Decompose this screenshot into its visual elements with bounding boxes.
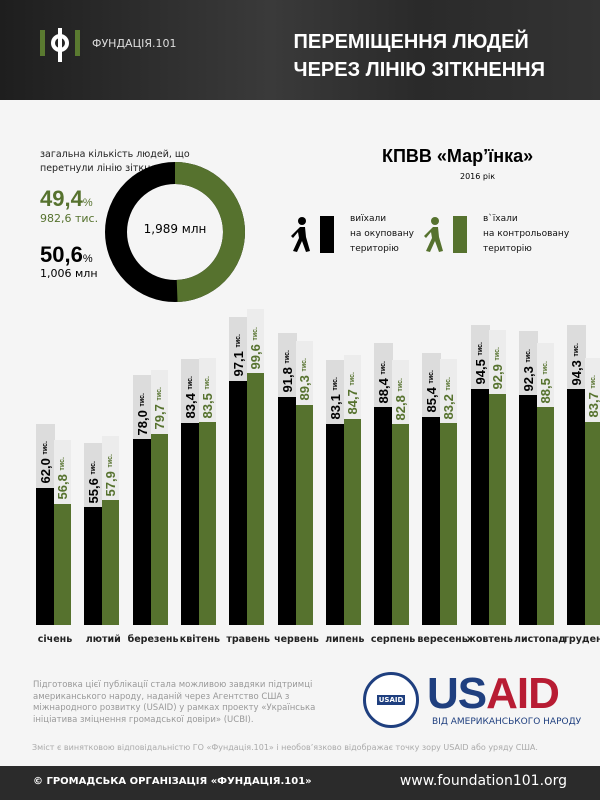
data-label: 85,4 тис. [422,352,442,417]
logo-bar-icon [75,30,80,56]
entered-percent: 49,4% [40,186,93,211]
donut-total: 1,989 млн [143,222,207,236]
month-label: квітень [179,634,221,645]
left-count: 1,006 млн [40,267,98,280]
bar-entered [247,373,265,625]
month-label: червень [274,634,319,645]
bar-left [567,389,587,625]
legend-entered: в`їхали на контрольовану територію [423,212,569,257]
walking-person-icon [424,216,443,252]
bar-left [84,507,104,625]
data-label: 94,3 тис. [567,325,587,390]
legend-label-entered: в`їхали на контрольовану територію [483,214,570,254]
data-label: 88,4 тис. [374,343,394,408]
foundation-logo[interactable]: ФУНДАЦІЯ.101 [40,28,177,62]
legend-left: виїхали на окуповану територію [290,212,414,257]
data-label: 83,1 тис. [325,359,345,424]
month-label: грудень [563,634,600,645]
bar-entered [488,393,506,625]
data-label: 82,8 тис. [392,360,410,425]
data-label: 79,7 тис. [150,369,168,434]
bar-left [519,395,538,625]
data-label: 56,8 тис. [54,439,71,504]
bar-entered [150,433,168,625]
entered-count: 982,6 тис. [40,212,99,225]
data-label: 83,2 тис. [440,359,458,424]
data-label: 91,8 тис. [277,332,297,397]
disclaimer: Зміст є винятковою відповідальністю ГО «… [32,743,538,752]
page-title: ПЕРЕМІЩЕННЯ ЛЮДЕЙ ЧЕРЕЗ ЛІНІЮ ЗІТКНЕННЯ [294,28,545,84]
data-label: 94,5 тис. [470,324,490,389]
bar-entered [102,500,120,625]
bar-left [277,396,297,625]
legend-swatch-left [320,216,334,253]
bar-entered [54,503,71,625]
donut-slice-entered [105,162,245,302]
checkpoint-year: 2016 рік [460,172,496,181]
data-label: 97,1 тис. [229,316,249,381]
data-label: 88,5 тис. [537,343,554,408]
header-banner: ФУНДАЦІЯ.101 ПЕРЕМІЩЕННЯ ЛЮДЕЙ ЧЕРЕЗ ЛІН… [0,0,600,100]
bar-entered [295,404,313,625]
data-label: 83,5 тис. [198,358,216,423]
usaid-logo: USAID [427,669,560,718]
month-label: жовтень [466,634,513,645]
data-label: 57,9 тис. [102,436,120,501]
month-label: вересень [417,634,468,645]
month-label: січень [37,634,73,645]
bar-left [180,422,200,625]
logo-text: ФУНДАЦІЯ.101 [92,36,177,50]
donut-chart [105,162,245,302]
title-line-2: ЧЕРЕЗ ЛІНІЮ ЗІТКНЕННЯ [293,59,545,81]
month-label: лютий [85,634,121,645]
data-label: 99,6 тис. [247,309,265,374]
title-line-1: ПЕРЕМІЩЕННЯ ЛЮДЕЙ [293,31,529,53]
bar-entered [198,422,216,625]
checkpoint-name: КПВВ «Мар’їнка» [382,146,534,166]
bar-left [325,423,345,625]
data-label: 89,3 тис. [295,340,313,405]
month-label: серпень [370,634,416,645]
bar-left [470,388,490,625]
footer: © ГРОМАДСЬКА ОРГАНІЗАЦІЯ «ФУНДАЦІЯ.101» … [0,766,600,800]
month-label: липень [325,634,365,645]
bar-left [132,439,152,625]
logo-bar-icon [40,30,45,56]
bar-entered [440,423,458,625]
bar-left [374,407,394,625]
data-label: 92,9 тис. [488,329,506,394]
data-label: 84,7 тис. [343,354,361,419]
usaid-tagline: ВІД АМЕРИКАНСЬКОГО НАРОДУ [432,717,582,727]
left-percent: 50,6% [40,242,93,267]
bar-entered [537,407,554,625]
bar-entered [343,418,361,625]
data-label: 55,6 тис. [84,443,104,508]
total-label: загальна кількість людей, що перетнули л… [40,149,190,174]
walking-person-icon [291,216,310,252]
copyright: © ГРОМАДСЬКА ОРГАНІЗАЦІЯ «ФУНДАЦІЯ.101» [33,776,312,787]
website-link[interactable]: www.foundation101.org [399,773,567,789]
logo-phi-icon [51,28,69,62]
usaid-seal-icon: USAID [363,672,419,728]
month-label: травень [226,634,271,645]
data-label: 78,0 тис. [132,375,152,440]
bar-left [229,380,249,625]
month-label: листопад [514,634,566,645]
bar-entered [392,424,410,625]
bar-left [422,416,442,625]
legend-swatch-entered [453,216,467,253]
data-label: 92,3 тис. [519,331,538,396]
bar-left [36,487,55,625]
funding-note: Підготовка цієї публікації стала можливо… [33,680,316,725]
bar-entered [585,421,600,625]
month-label: березень [127,634,179,645]
legend-label-left: виїхали на окуповану територію [350,214,414,254]
data-label: 83,4 тис. [180,358,200,423]
data-label: 83,7 тис. [585,357,600,422]
data-label: 62,0 тис. [36,423,55,488]
